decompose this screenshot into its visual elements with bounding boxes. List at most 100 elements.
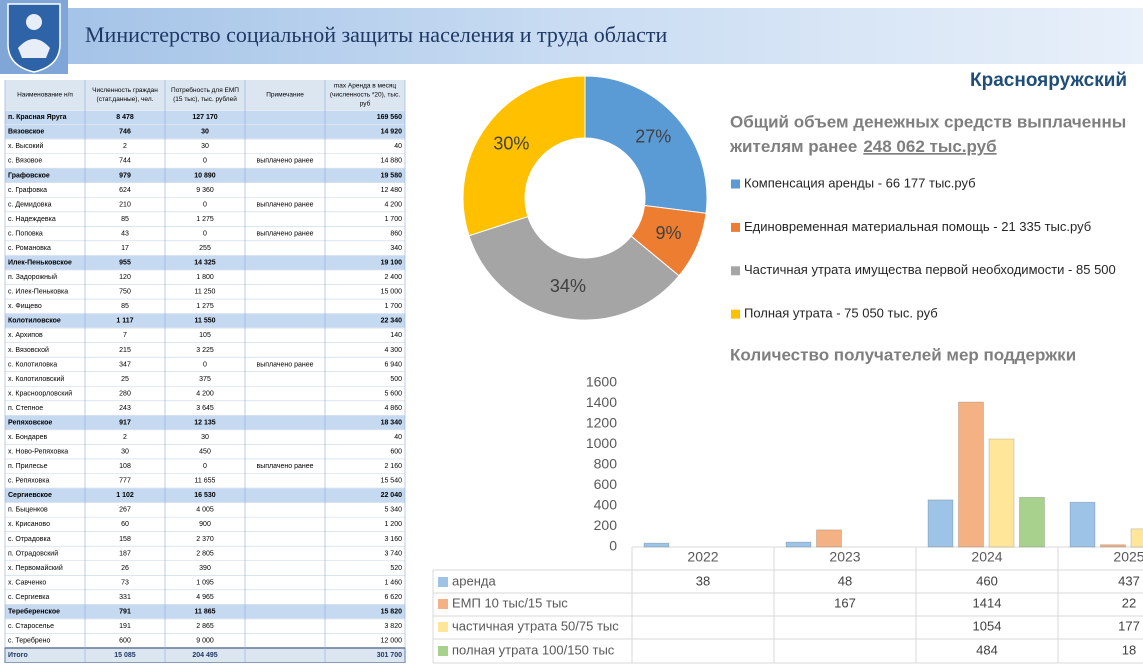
y-tick-label: 1600 [586,374,617,390]
bar [1069,501,1096,548]
table-cell: с. Староселье [8,623,54,630]
bar [816,529,842,548]
column-header: max Аренда в месяц [334,83,397,90]
table-cell: 30 [121,449,129,456]
table-cell: 16 530 [194,492,216,499]
table-cell: с. Поповка [8,230,43,237]
emblem [0,0,68,74]
table-cell: 30 [201,143,209,150]
table-cell: выплачено ранее [256,463,313,470]
table-cell: с. Графовка [8,187,47,194]
table-cell: 22 340 [381,318,403,325]
table-cell: 9 360 [196,187,214,194]
table-cell: 331 [119,594,131,601]
table-cell: 0 [203,201,207,208]
table-cell: 917 [119,419,131,426]
table-cell: 12 480 [381,187,403,194]
group-row-bg [5,255,405,270]
table-cell: 4 300 [384,347,402,354]
y-tick-label: 400 [594,497,618,513]
table-cell: 2 370 [196,536,214,543]
table-cell: 40 [394,434,402,441]
table-cell: п. Отрадовский [8,549,58,557]
y-tick-label: 1400 [586,394,617,410]
table-cell: с. Репяховка [8,478,49,485]
table-cell: 4 200 [196,390,214,397]
table-cell: 15 000 [381,289,403,296]
table-cell: 210 [119,201,131,208]
y-tick-label: 800 [594,456,618,472]
header-band [0,8,1143,64]
table-cell: 30 [201,129,209,136]
table-cell: Репяховское [8,419,52,426]
table-cell: Вязовское [8,129,44,136]
table-cell: 1 200 [384,521,402,528]
bar [958,401,984,548]
table-cell: 8 478 [116,114,134,121]
table-cell: 19 100 [381,260,403,267]
table-cell: 140 [390,332,402,339]
legend-swatch [438,622,448,632]
table-cell: х. Савченко [8,579,46,586]
group-row-bg [5,604,405,619]
slice-label: 30% [493,133,529,153]
region-title: Краснояружский [970,70,1127,91]
table-cell: 43 [121,230,129,237]
legend-label: полная утрата 100/150 тыс [452,642,615,657]
bar [988,438,1015,548]
slice-label: 34% [550,276,586,296]
table-cell: 979 [119,172,131,179]
pie-slice [584,75,708,214]
x-tick-label: 2025 [1113,549,1143,565]
table-cell: 860 [390,230,402,237]
table-cell: 1 460 [384,579,402,586]
table-cell: х. Колотиловский [8,375,64,383]
table-cell: 375 [199,376,211,383]
group-row-bg [5,110,405,125]
x-tick-label: 2022 [687,549,718,565]
table-cell: х. Вязовской [8,346,49,354]
table-value: 1414 [973,595,1002,610]
table-cell: 15 540 [381,478,403,485]
table-cell: 1 700 [384,303,402,310]
table-cell: 1 102 [116,492,134,499]
table-cell: 2 805 [196,550,214,557]
table-cell: х. Ново-Репяховка [8,449,68,456]
table-cell: 3 820 [384,623,402,630]
table-cell: 158 [119,536,131,543]
legend-label: Компенсация аренды - 66 177 тыс.руб [744,175,976,190]
table-value: 48 [838,573,852,588]
summary-amount: 248 062 тыс.руб [863,137,996,156]
column-header: (численность *20), тыс. [330,92,400,99]
group-row-bg [5,314,405,328]
legend-swatch [438,577,448,587]
pie-slice [468,215,680,321]
summary-line: жителям ранее 248 062 тыс.руб [729,137,997,156]
table-cell: 243 [119,405,131,412]
table-cell: выплачено ранее [256,158,313,165]
table-cell: 22 040 [381,492,403,499]
table-cell: выплачено ранее [256,230,313,237]
y-tick-label: 200 [594,517,618,533]
table-cell: 85 [121,216,129,223]
table-cell: 85 [121,303,129,310]
table-cell: 600 [119,638,131,645]
table-cell: 2 400 [384,274,402,281]
legend-swatch [731,309,740,319]
table-cell: х. Архипов [8,332,43,339]
table-header-bg [5,80,405,110]
table-cell: 1 117 [116,318,133,325]
table-cell: х. Бондарев [8,434,48,441]
table-cell: 120 [119,274,131,281]
column-header: Потребность для ЕМП [171,86,239,94]
table-value: 484 [976,642,998,657]
table-cell: 11 655 [195,478,216,485]
table-cell: с. Вязовое [8,158,42,165]
table-cell: 4 005 [196,507,214,514]
table-cell: Итого [8,652,28,659]
table-cell: 3 645 [196,405,214,412]
y-tick-label: 1200 [586,415,617,431]
y-tick-label: 600 [594,476,618,492]
table-cell: п. Прилесье [8,463,48,470]
table-cell: с. Демидовка [8,201,52,208]
